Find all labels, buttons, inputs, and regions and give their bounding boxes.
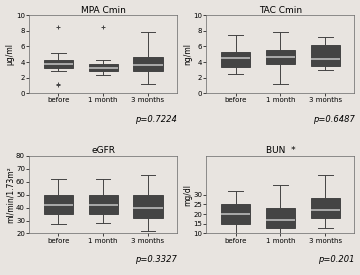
Title: BUN  *: BUN * bbox=[266, 146, 295, 155]
PathPatch shape bbox=[44, 60, 73, 68]
PathPatch shape bbox=[134, 194, 163, 218]
Text: p=0.201: p=0.201 bbox=[318, 255, 355, 264]
Text: p=0.3327: p=0.3327 bbox=[135, 255, 177, 264]
PathPatch shape bbox=[221, 204, 250, 224]
PathPatch shape bbox=[134, 57, 163, 72]
PathPatch shape bbox=[89, 194, 118, 214]
Y-axis label: ng/ml: ng/ml bbox=[183, 43, 192, 65]
PathPatch shape bbox=[266, 50, 295, 64]
Title: MPA Cmin: MPA Cmin bbox=[81, 6, 126, 15]
Title: eGFR: eGFR bbox=[91, 146, 115, 155]
Text: p=0.7224: p=0.7224 bbox=[135, 115, 177, 124]
PathPatch shape bbox=[221, 52, 250, 67]
Text: p=0.6487: p=0.6487 bbox=[312, 115, 355, 124]
Y-axis label: mg/dl: mg/dl bbox=[183, 183, 192, 205]
PathPatch shape bbox=[266, 208, 295, 228]
PathPatch shape bbox=[311, 45, 340, 66]
PathPatch shape bbox=[311, 199, 340, 218]
Y-axis label: ml/min/1.73m²: ml/min/1.73m² bbox=[5, 166, 14, 223]
Title: TAC Cmin: TAC Cmin bbox=[259, 6, 302, 15]
Y-axis label: μg/ml: μg/ml bbox=[5, 43, 14, 65]
PathPatch shape bbox=[89, 64, 118, 71]
PathPatch shape bbox=[44, 194, 73, 214]
